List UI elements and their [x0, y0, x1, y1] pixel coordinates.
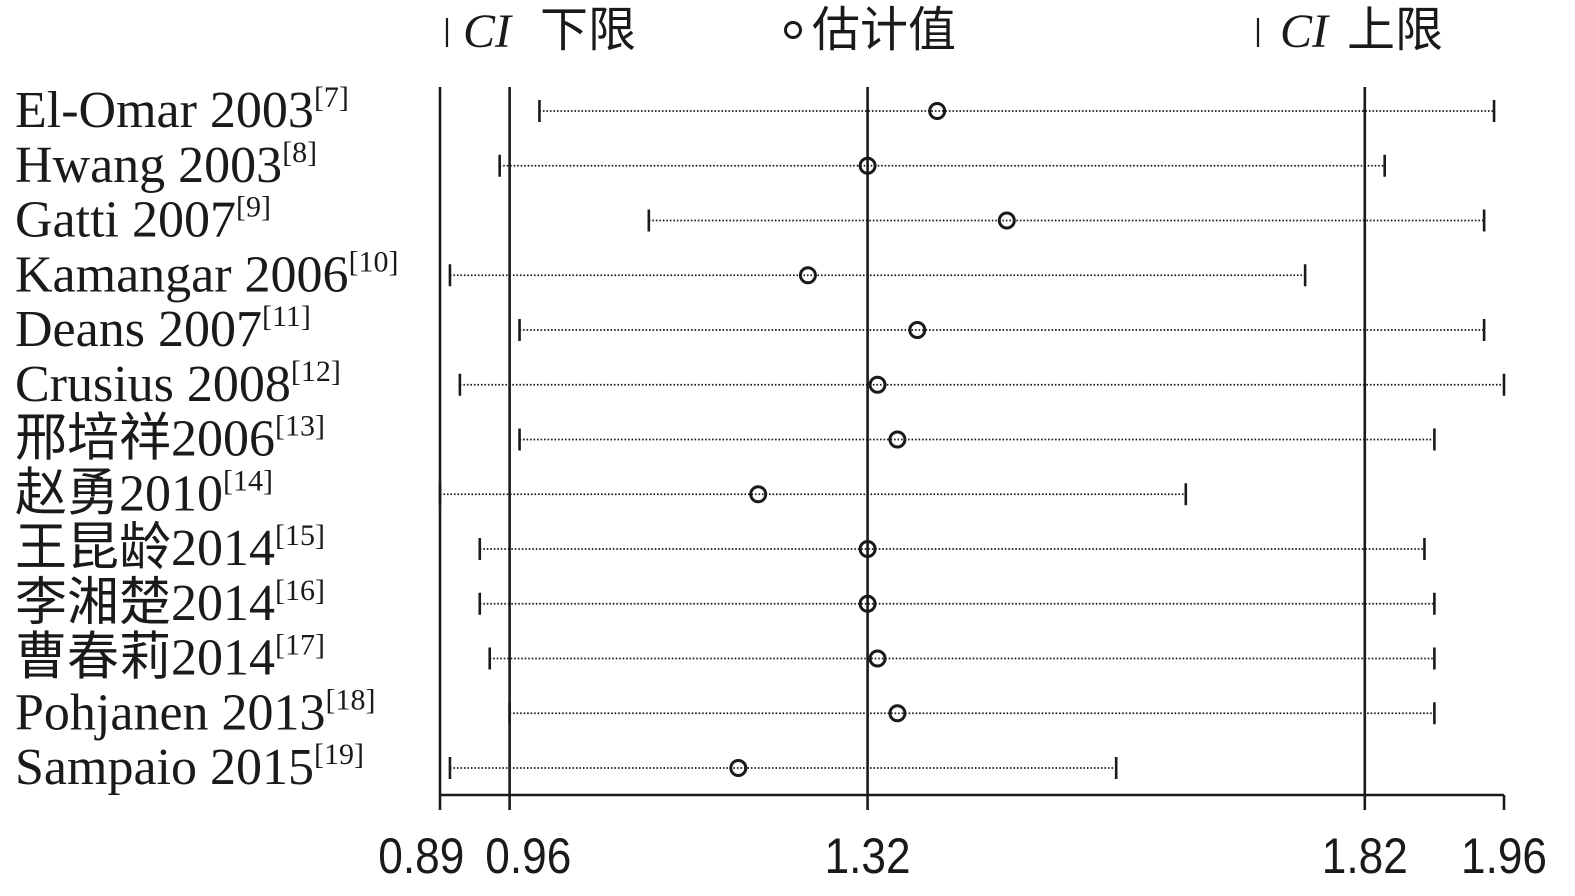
- study-name: Sampaio 2015: [15, 739, 314, 796]
- legend-ci-lower-label: 下限: [540, 4, 636, 57]
- study-label: El-Omar 2003[7]: [15, 81, 349, 139]
- study-name: 李湘楚2014: [15, 575, 275, 632]
- legend: CI 下限 估计值 CI 上限: [445, 4, 1443, 58]
- study-row: [508, 702, 1436, 725]
- x-tick-label: 0.96: [485, 828, 571, 884]
- estimate-marker: [798, 266, 817, 285]
- study-name: 曹春莉2014: [15, 630, 275, 687]
- reference-lines: [438, 87, 1367, 795]
- estimate-marker: [858, 594, 877, 613]
- study-ref: [14]: [223, 464, 273, 497]
- study-ref: [12]: [291, 355, 341, 388]
- legend-ci-upper-label: 上限: [1347, 4, 1443, 57]
- study-label: 曹春莉2014[17]: [15, 629, 325, 687]
- study-labels: El-Omar 2003[7]Hwang 2003[8]Gatti 2007[9…: [15, 81, 399, 796]
- study-ref: [7]: [314, 81, 349, 114]
- study-label: Sampaio 2015[19]: [15, 738, 364, 796]
- study-name: Deans 2007: [15, 301, 262, 358]
- study-row: [498, 154, 1386, 177]
- study-name: Gatti 2007: [15, 192, 236, 249]
- study-ref: [10]: [349, 245, 399, 278]
- study-ref: [18]: [326, 683, 376, 716]
- study-label: 李湘楚2014[16]: [15, 574, 325, 632]
- estimate-marker: [858, 156, 877, 175]
- study-name: 王昆龄2014: [15, 520, 275, 577]
- study-name: Kamangar 2006: [15, 246, 349, 303]
- study-row: [538, 100, 1496, 122]
- study-ref: [19]: [314, 738, 364, 771]
- study-label: Hwang 2003[8]: [15, 136, 317, 194]
- legend-ci-lower-abbr: CI: [463, 5, 513, 58]
- study-ref: [16]: [275, 574, 325, 607]
- study-label: Deans 2007[11]: [15, 300, 311, 358]
- x-axis: 0.89 0.96 1.32 1.82 1.96: [378, 793, 1547, 884]
- estimate-marker: [908, 321, 927, 339]
- study-row: [488, 647, 1436, 670]
- legend-estimate-marker: [784, 21, 802, 39]
- study-ref: [8]: [282, 136, 317, 169]
- study-name: Pohjanen 2013: [15, 684, 326, 741]
- study-row: [478, 538, 1426, 560]
- estimate-marker: [868, 649, 887, 668]
- study-row: [647, 209, 1486, 232]
- study-ref: [17]: [275, 629, 325, 662]
- study-name: Hwang 2003: [15, 137, 282, 194]
- study-label: Pohjanen 2013[18]: [15, 683, 376, 741]
- x-tick-label: 1.32: [825, 828, 911, 884]
- study-label: Kamangar 2006[10]: [15, 245, 399, 303]
- study-label: Crusius 2008[12]: [15, 355, 341, 413]
- estimate-marker: [997, 211, 1016, 230]
- study-name: 邢培祥2006: [15, 411, 275, 468]
- study-label: 赵勇2010[14]: [15, 464, 273, 522]
- study-label: Gatti 2007[9]: [15, 191, 271, 249]
- x-tick-label: 0.89: [378, 828, 464, 884]
- x-tick-label: 1.96: [1461, 828, 1547, 884]
- study-label: 王昆龄2014[15]: [15, 519, 325, 577]
- study-row: [448, 757, 1118, 779]
- study-ref: [13]: [275, 410, 325, 443]
- study-ref: [9]: [236, 191, 271, 224]
- estimate-marker: [928, 102, 947, 120]
- x-tick-label: 1.82: [1322, 828, 1408, 884]
- study-name: 赵勇2010: [15, 465, 223, 522]
- study-label: 邢培祥2006[13]: [15, 410, 325, 468]
- study-ref: [15]: [275, 519, 325, 552]
- study-name: Crusius 2008: [15, 356, 291, 413]
- study-row: [478, 592, 1436, 615]
- estimate-marker: [888, 430, 907, 449]
- study-rows: [438, 100, 1506, 779]
- study-row: [458, 373, 1506, 396]
- study-ref: [11]: [262, 300, 311, 333]
- legend-estimate-label: 估计值: [812, 4, 956, 57]
- estimate-marker: [729, 759, 748, 777]
- study-row: [448, 264, 1307, 287]
- study-row: [518, 319, 1486, 341]
- study-row: [518, 428, 1436, 451]
- estimate-marker: [868, 375, 887, 394]
- estimate-marker: [888, 704, 907, 723]
- estimate-marker: [858, 540, 877, 558]
- study-name: El-Omar 2003: [15, 82, 314, 139]
- legend-ci-upper-abbr: CI: [1280, 5, 1330, 58]
- study-row: [438, 483, 1188, 506]
- estimate-marker: [749, 485, 768, 504]
